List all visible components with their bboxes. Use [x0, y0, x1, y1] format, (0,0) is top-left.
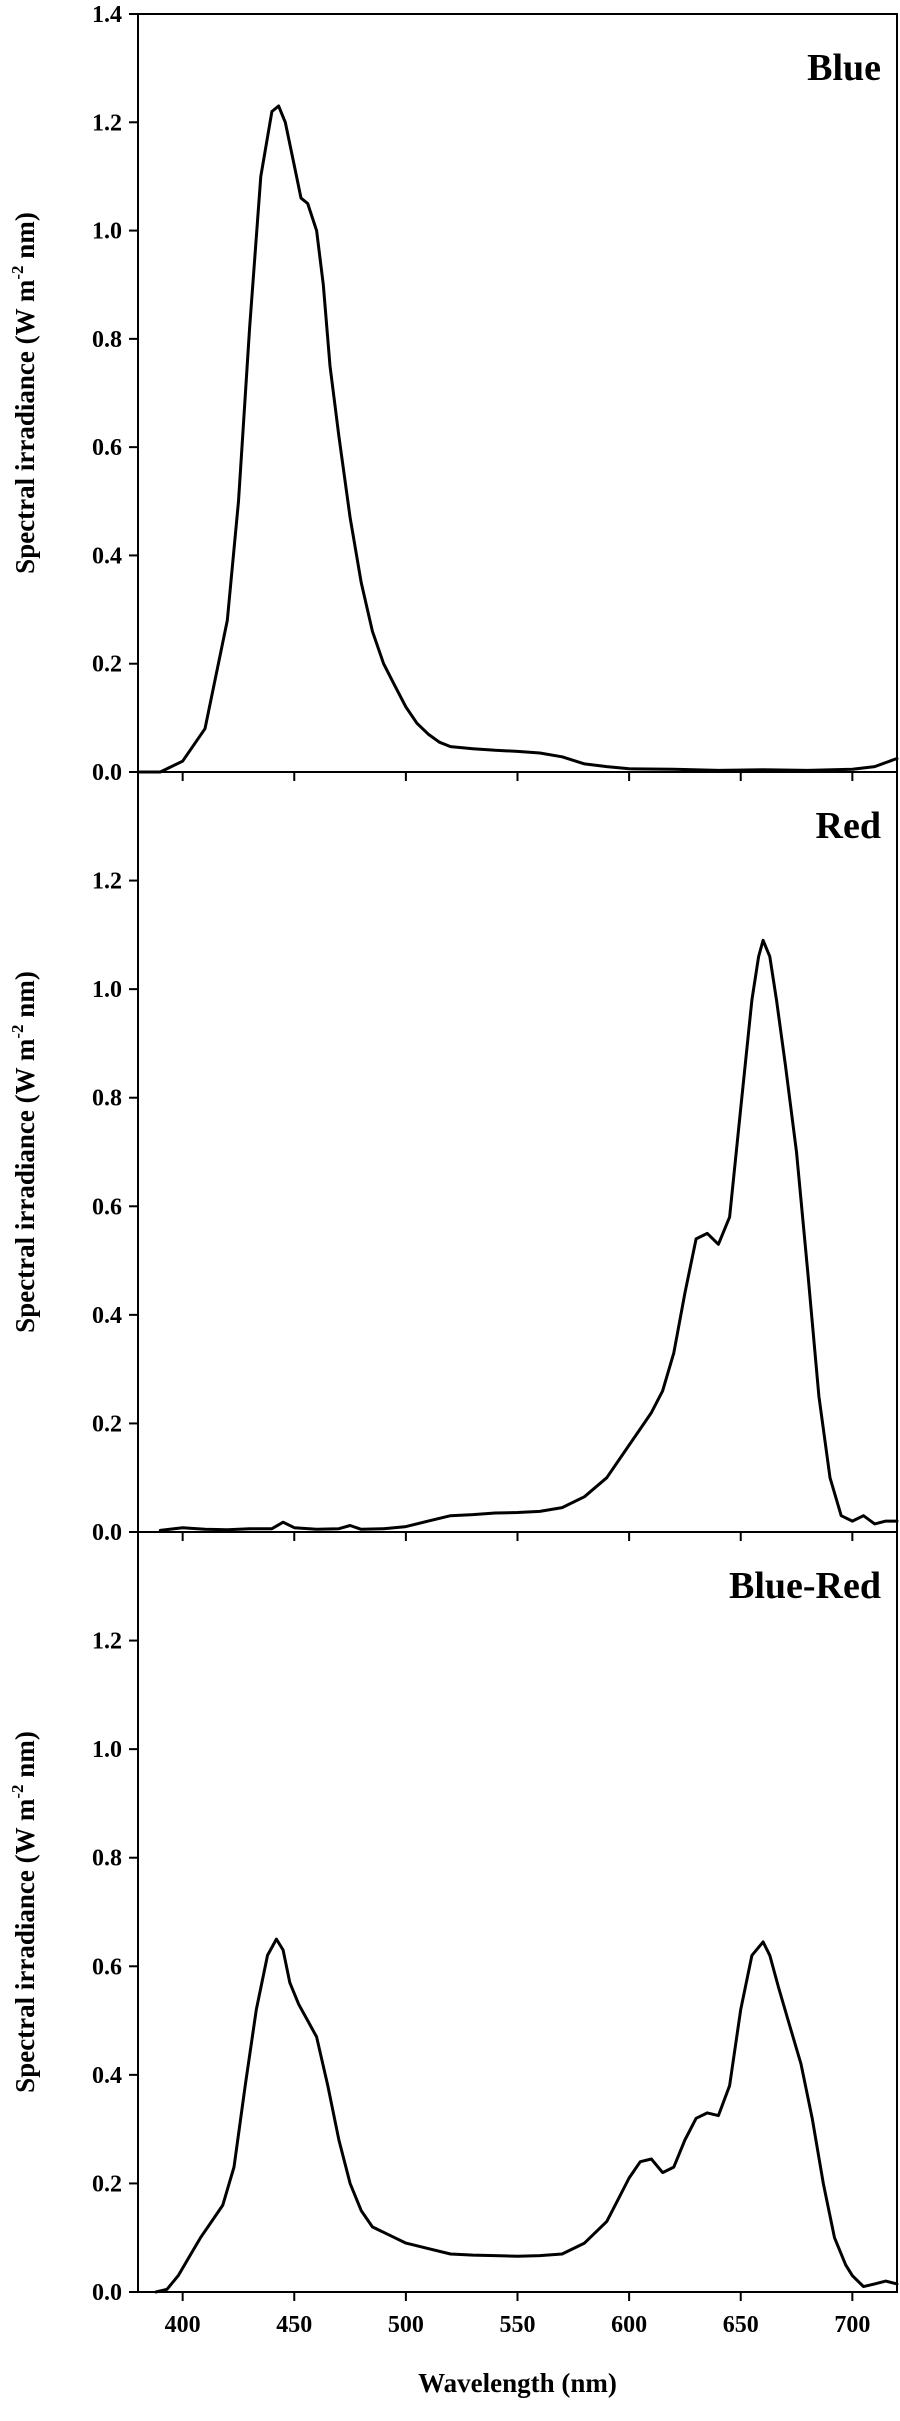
panel-title: Blue — [807, 47, 881, 89]
x-tick-label: 550 — [500, 2312, 536, 2338]
y-tick-label: 1.4 — [92, 2, 122, 28]
x-tick-label: 650 — [723, 2312, 759, 2338]
y-tick-label: 1.2 — [92, 1629, 122, 1655]
y-tick-label: 0.6 — [92, 435, 122, 461]
spectrum-line — [158, 938, 899, 1532]
y-tick-label: 0.0 — [92, 2280, 122, 2306]
x-tick-label: 700 — [834, 2312, 870, 2338]
x-tick-label: 500 — [388, 2312, 424, 2338]
y-tick-label: 0.4 — [92, 1303, 122, 1329]
y-tick-label: 0.2 — [92, 2171, 122, 2197]
y-axis-label: Spectral irradiance (W m-2 nm) — [8, 1731, 40, 2093]
y-tick-label: 0.4 — [92, 2063, 122, 2089]
y-axis-label: Spectral irradiance (W m-2 nm) — [8, 212, 40, 574]
y-tick-label: 1.2 — [92, 110, 122, 136]
y-tick-label: 0.8 — [92, 1846, 122, 1872]
y-tick-label: 0.2 — [92, 1411, 122, 1437]
panel-1: 0.0 0.2 0.4 0.6 0.8 1.0 1.2 1.4 Spectral irradia… — [8, 2, 899, 786]
y-tick-label: 0.0 — [92, 1520, 122, 1546]
y-tick-label: 1.0 — [92, 1737, 122, 1763]
x-axis-label: Wavelength (nm) — [418, 2368, 617, 2398]
plot-frame — [137, 771, 898, 1533]
panel-title: Red — [816, 805, 881, 847]
y-tick-label: 0.8 — [92, 1086, 122, 1112]
spectrum-line — [154, 1937, 899, 2294]
y-tick-label: 0.8 — [92, 327, 122, 353]
x-tick-label: 600 — [611, 2312, 647, 2338]
panel-3: 0.0 0.2 0.4 0.6 0.8 1.0 1.2 400 450 500 550 600 650 7… — [8, 1531, 899, 2398]
x-tick-label: 400 — [165, 2312, 201, 2338]
y-tick-label: 1.2 — [92, 869, 122, 895]
panel-2: 0.0 0.2 0.4 0.6 0.8 1.0 1.2 Spectral irradiance… — [8, 771, 899, 1546]
y-axis-label: Spectral irradiance (W m-2 nm) — [8, 971, 40, 1333]
y-tick-label: 0.6 — [92, 1194, 122, 1220]
plot-frame — [137, 13, 898, 773]
y-tick-label: 0.4 — [92, 543, 122, 569]
panel-title: Blue-Red — [729, 1565, 881, 1607]
spectrum-line — [136, 104, 899, 774]
y-tick-label: 1.0 — [92, 977, 122, 1003]
x-tick-label: 450 — [276, 2312, 312, 2338]
y-tick-label: 0.2 — [92, 652, 122, 678]
y-tick-label: 1.0 — [92, 219, 122, 245]
plot-frame — [137, 1531, 898, 2293]
y-tick-label: 0.0 — [92, 760, 122, 786]
y-tick-label: 0.6 — [92, 1954, 122, 1980]
